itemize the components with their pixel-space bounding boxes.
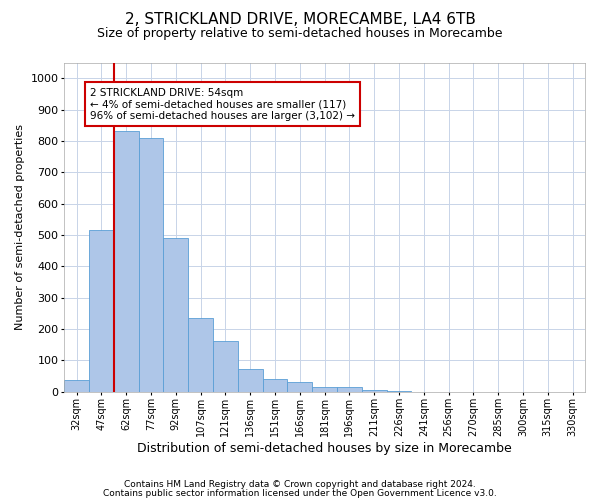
Bar bbox=[312, 388, 337, 392]
X-axis label: Distribution of semi-detached houses by size in Morecambe: Distribution of semi-detached houses by … bbox=[137, 442, 512, 455]
Y-axis label: Number of semi-detached properties: Number of semi-detached properties bbox=[15, 124, 25, 330]
Text: Contains HM Land Registry data © Crown copyright and database right 2024.: Contains HM Land Registry data © Crown c… bbox=[124, 480, 476, 489]
Bar bbox=[64, 380, 89, 392]
Bar bbox=[213, 342, 238, 392]
Bar bbox=[238, 369, 263, 392]
Bar bbox=[89, 230, 114, 392]
Bar bbox=[188, 318, 213, 392]
Text: 2, STRICKLAND DRIVE, MORECAMBE, LA4 6TB: 2, STRICKLAND DRIVE, MORECAMBE, LA4 6TB bbox=[125, 12, 475, 28]
Bar bbox=[163, 238, 188, 392]
Bar bbox=[114, 132, 139, 392]
Text: Contains public sector information licensed under the Open Government Licence v3: Contains public sector information licen… bbox=[103, 488, 497, 498]
Bar bbox=[287, 382, 312, 392]
Bar bbox=[263, 379, 287, 392]
Bar bbox=[139, 138, 163, 392]
Bar bbox=[337, 388, 362, 392]
Bar bbox=[362, 390, 386, 392]
Text: 2 STRICKLAND DRIVE: 54sqm
← 4% of semi-detached houses are smaller (117)
96% of : 2 STRICKLAND DRIVE: 54sqm ← 4% of semi-d… bbox=[90, 88, 355, 121]
Text: Size of property relative to semi-detached houses in Morecambe: Size of property relative to semi-detach… bbox=[97, 28, 503, 40]
